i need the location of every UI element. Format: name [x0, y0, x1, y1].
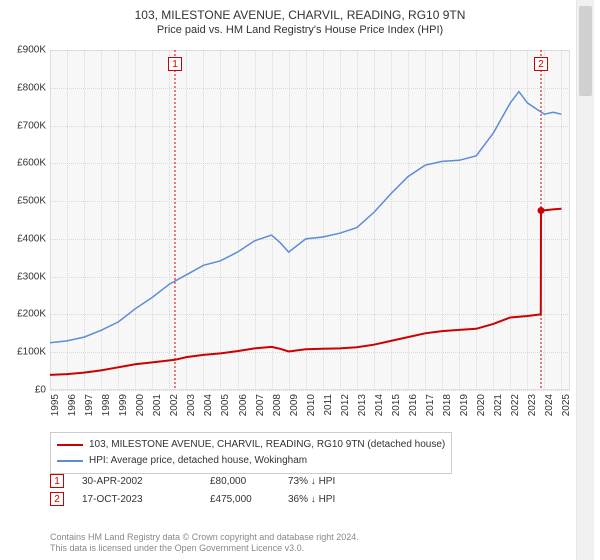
x-tick-label: 2022: [510, 394, 521, 424]
x-tick-label: 2014: [374, 394, 385, 424]
y-tick-label: £500K: [0, 196, 46, 207]
y-tick-label: £600K: [0, 158, 46, 169]
x-tick-label: 2019: [459, 394, 470, 424]
event-marker: 2: [534, 57, 548, 71]
scrollbar[interactable]: [576, 0, 594, 560]
x-tick-label: 2008: [272, 394, 283, 424]
y-tick-label: £800K: [0, 82, 46, 93]
legend-label: 103, MILESTONE AVENUE, CHARVIL, READING,…: [89, 437, 445, 453]
x-tick-label: 2010: [306, 394, 317, 424]
legend: 103, MILESTONE AVENUE, CHARVIL, READING,…: [50, 432, 452, 474]
x-tick-label: 2024: [544, 394, 555, 424]
page: 103, MILESTONE AVENUE, CHARVIL, READING,…: [0, 0, 600, 560]
x-tick-label: 2004: [203, 394, 214, 424]
x-tick-label: 2002: [169, 394, 180, 424]
y-tick-label: £700K: [0, 120, 46, 131]
legend-swatch: [57, 460, 83, 462]
sale-date: 17-OCT-2023: [82, 494, 192, 505]
x-tick-label: 2000: [135, 394, 146, 424]
sale-marker: 2: [50, 492, 64, 506]
event-marker: 1: [168, 57, 182, 71]
x-tick-label: 1999: [118, 394, 129, 424]
sale-row: 1 30-APR-2002 £80,000 73% ↓ HPI: [50, 474, 570, 488]
x-tick-label: 2003: [186, 394, 197, 424]
y-tick-label: £0: [0, 385, 46, 396]
x-tick-label: 2005: [220, 394, 231, 424]
legend-label: HPI: Average price, detached house, Woki…: [89, 453, 307, 469]
x-tick-label: 2025: [561, 394, 572, 424]
x-tick-label: 2021: [493, 394, 504, 424]
sale-diff: 73% ↓ HPI: [288, 476, 378, 487]
x-tick-label: 1996: [67, 394, 78, 424]
series-property: [50, 209, 562, 375]
x-tick-label: 2006: [238, 394, 249, 424]
x-tick-label: 2020: [476, 394, 487, 424]
sale-price: £80,000: [210, 476, 270, 487]
x-tick-label: 2009: [289, 394, 300, 424]
x-tick-label: 2001: [152, 394, 163, 424]
sale-point-marker: [538, 207, 545, 214]
chart-subtitle: Price paid vs. HM Land Registry's House …: [0, 22, 600, 40]
x-tick-label: 1995: [50, 394, 61, 424]
sale-row: 2 17-OCT-2023 £475,000 36% ↓ HPI: [50, 492, 570, 506]
x-tick-label: 2012: [340, 394, 351, 424]
x-tick-label: 2016: [408, 394, 419, 424]
sale-diff: 36% ↓ HPI: [288, 494, 378, 505]
y-tick-label: £400K: [0, 233, 46, 244]
x-tick-label: 1998: [101, 394, 112, 424]
x-tick-label: 2015: [391, 394, 402, 424]
y-tick-label: £100K: [0, 347, 46, 358]
x-tick-label: 2011: [323, 394, 334, 424]
x-tick-label: 1997: [84, 394, 95, 424]
scrollbar-thumb[interactable]: [579, 6, 592, 96]
y-tick-label: £300K: [0, 271, 46, 282]
x-tick-label: 2017: [425, 394, 436, 424]
x-tick-label: 2013: [357, 394, 368, 424]
legend-entry: 103, MILESTONE AVENUE, CHARVIL, READING,…: [57, 437, 445, 453]
x-tick-label: 2018: [442, 394, 453, 424]
footer-line-1: Contains HM Land Registry data © Crown c…: [50, 532, 570, 543]
x-tick-label: 2023: [527, 394, 538, 424]
gridline-h: [50, 390, 570, 391]
sale-date: 30-APR-2002: [82, 476, 192, 487]
footer: Contains HM Land Registry data © Crown c…: [50, 532, 570, 554]
y-tick-label: £200K: [0, 309, 46, 320]
series-hpi: [50, 92, 562, 343]
chart-area: £0£100K£200K£300K£400K£500K£600K£700K£80…: [50, 50, 570, 390]
sales-list: 1 30-APR-2002 £80,000 73% ↓ HPI 2 17-OCT-2023…: [50, 474, 570, 510]
sale-marker: 1: [50, 474, 64, 488]
legend-entry: HPI: Average price, detached house, Woki…: [57, 453, 445, 469]
sale-price: £475,000: [210, 494, 270, 505]
series-lines: [50, 50, 570, 390]
chart-title: 103, MILESTONE AVENUE, CHARVIL, READING,…: [0, 0, 600, 22]
y-tick-label: £900K: [0, 45, 46, 56]
footer-line-2: This data is licensed under the Open Gov…: [50, 543, 570, 554]
legend-swatch: [57, 444, 83, 446]
x-tick-label: 2007: [255, 394, 266, 424]
